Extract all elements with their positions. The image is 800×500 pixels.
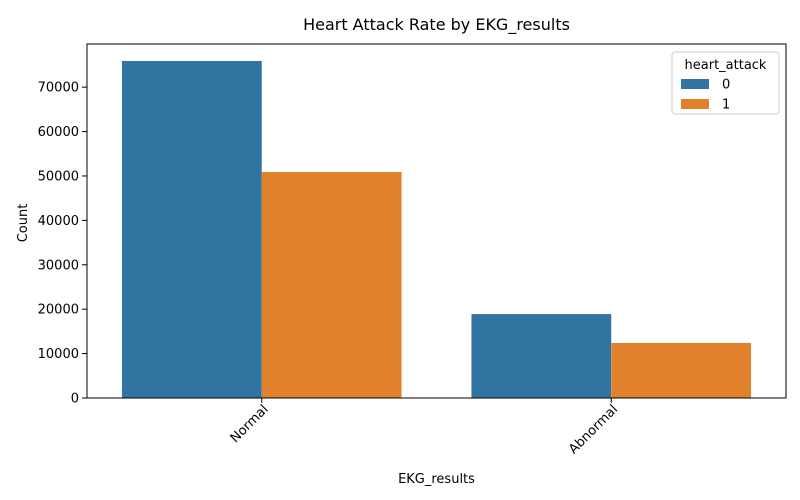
chart-title: Heart Attack Rate by EKG_results	[303, 15, 570, 35]
y-tick-label: 10000	[38, 347, 79, 362]
y-tick-label: 20000	[38, 303, 79, 318]
y-tick-label: 40000	[38, 214, 79, 229]
bar-abnormal-series-1	[611, 342, 752, 398]
legend-label-0: 0	[722, 78, 730, 93]
x-tick-label-abnormal: Abnormal	[566, 402, 621, 457]
bar-abnormal-series-0	[471, 314, 612, 398]
bar-normal-series-1	[261, 171, 402, 398]
y-tick-label: 30000	[38, 258, 79, 273]
y-tick-label: 70000	[38, 81, 79, 96]
legend-swatch-1	[681, 99, 709, 109]
x-tick-label-normal: Normal	[228, 402, 272, 446]
bars-group	[121, 60, 752, 399]
y-tick-label: 0	[71, 392, 79, 407]
legend-swatch-0	[681, 79, 709, 89]
y-axis-label: Count	[16, 204, 31, 243]
x-axis-label: EKG_results	[398, 472, 475, 487]
y-tick-label: 60000	[38, 125, 79, 140]
legend-box	[671, 51, 780, 115]
legend-title: heart_attack	[685, 58, 767, 73]
legend: heart_attack 0 1	[671, 51, 780, 115]
legend-label-1: 1	[722, 98, 730, 113]
y-tick-label: 50000	[38, 169, 79, 184]
bar-normal-series-0	[121, 60, 262, 399]
plot-frame	[86, 43, 787, 399]
